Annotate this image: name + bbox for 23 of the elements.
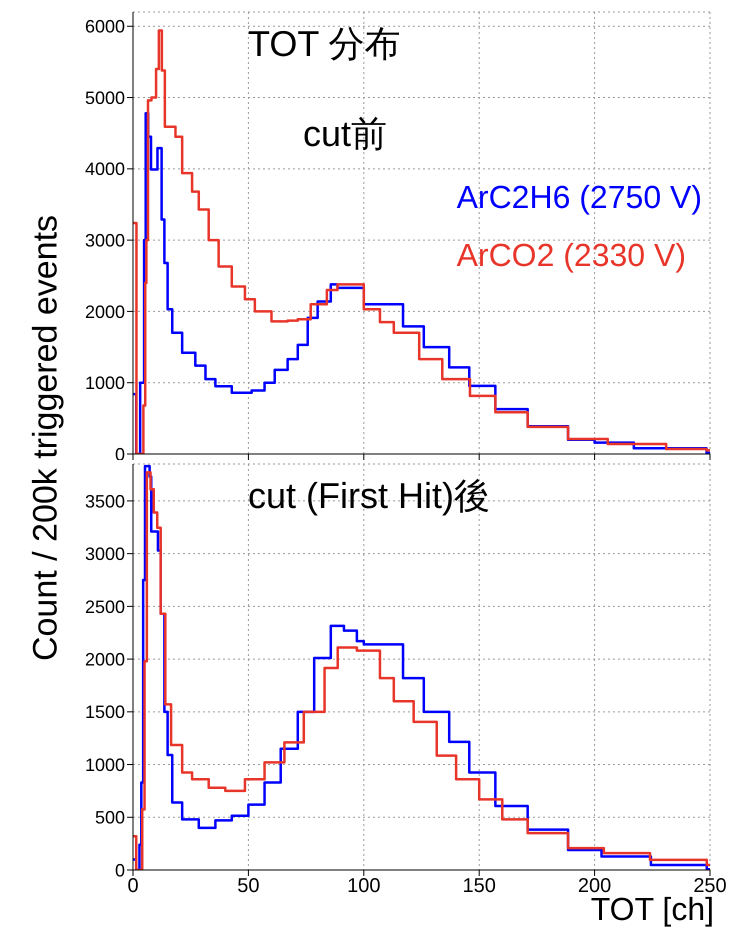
y-tick-label: 2000 (84, 302, 125, 322)
annotation: cut前 (303, 112, 388, 156)
y-tick-label: 5000 (84, 88, 125, 108)
y-tick-label: 1000 (84, 373, 125, 394)
x-tick-label: 50 (237, 875, 260, 898)
x-tick-label: 100 (347, 875, 380, 898)
text: ArC2H6 (2750 V) (456, 178, 702, 217)
x-tick-label: 150 (462, 875, 496, 898)
y-tick-label: 0 (114, 860, 125, 880)
y-tick-label: 6000 (84, 16, 125, 37)
annotation: TOT 分布 (248, 22, 401, 66)
y-tick-label: 2000 (84, 649, 125, 670)
text: ArCO2 (2330 V) (456, 236, 687, 275)
y-axis-title: Count / 200k triggered events (26, 214, 66, 662)
y-tick-label: 4000 (84, 159, 125, 180)
y-tick-label: 1000 (84, 754, 125, 775)
y-tick-label: 2500 (84, 596, 125, 617)
y-tick-label: 500 (94, 808, 125, 828)
y-tick-label: 3500 (84, 491, 125, 512)
annotation: cut (First Hit)後 (248, 474, 490, 518)
y-tick-label: 3000 (84, 230, 125, 251)
y-tick-label: 3000 (84, 544, 125, 564)
y-tick-label: 1500 (84, 702, 125, 722)
